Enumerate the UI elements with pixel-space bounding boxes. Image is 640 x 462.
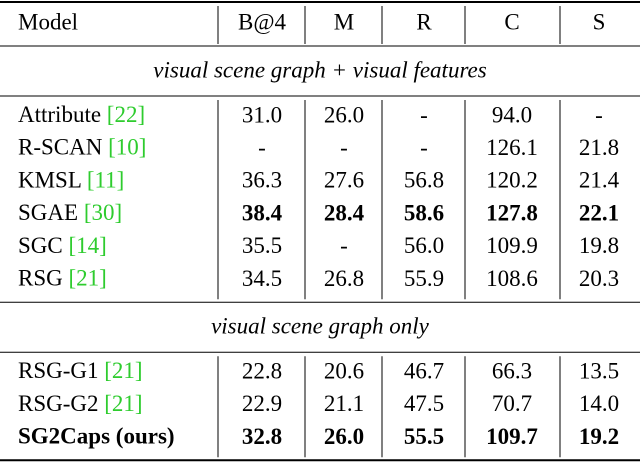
model-name: RSG-G2: [18, 391, 99, 416]
value-cell: 21.8: [579, 135, 619, 160]
value-cell: -: [340, 233, 348, 258]
value-cell: 21.1: [324, 391, 364, 416]
value-cell: 36.3: [242, 168, 282, 193]
model-cell: SGAE [30]: [18, 200, 122, 225]
citation: [11]: [87, 168, 124, 193]
value-cell: 31.0: [242, 102, 282, 127]
value-cell: 47.5: [404, 391, 444, 416]
model-name: RSG-G1: [18, 358, 99, 383]
value-cell: 126.1: [486, 135, 538, 160]
citation: [22]: [107, 102, 145, 127]
value-cell: 38.4: [242, 200, 283, 225]
header-cell: R: [416, 9, 432, 34]
header-cell: M: [334, 9, 354, 34]
value-cell: 21.4: [579, 168, 620, 193]
model-cell: R-SCAN [10]: [18, 135, 146, 160]
section-title: visual scene graph + visual features: [153, 57, 486, 82]
model-name: SG2Caps (ours): [18, 424, 175, 449]
section-title: visual scene graph only: [211, 313, 430, 338]
citation: [10]: [108, 135, 146, 160]
value-cell: 58.6: [404, 200, 444, 225]
value-cell: 26.8: [324, 266, 364, 291]
citation: [21]: [104, 391, 142, 416]
model-cell: SG2Caps (ours): [18, 424, 175, 449]
value-cell: 32.8: [242, 424, 282, 449]
citation: [21]: [69, 266, 107, 291]
value-cell: 20.3: [579, 266, 619, 291]
model-cell: RSG-G2 [21]: [18, 391, 143, 416]
header-cell: C: [504, 9, 519, 34]
value-cell: 127.8: [486, 200, 538, 225]
model-name: SGC: [18, 233, 63, 258]
value-cell: 109.9: [486, 233, 538, 258]
model-name: R-SCAN: [18, 135, 103, 160]
value-cell: 20.6: [324, 358, 364, 383]
value-cell: 19.8: [579, 233, 619, 258]
value-cell: -: [258, 135, 266, 160]
model-cell: Attribute [22]: [18, 102, 145, 127]
value-cell: 109.7: [486, 424, 538, 449]
model-cell: RSG-G1 [21]: [18, 358, 143, 383]
value-cell: 46.7: [404, 358, 444, 383]
value-cell: 70.7: [492, 391, 532, 416]
header-cell: B@4: [238, 9, 287, 34]
citation: [21]: [104, 358, 142, 383]
value-cell: 56.0: [404, 233, 444, 258]
model-cell: SGC [14]: [18, 233, 107, 258]
value-cell: 108.6: [486, 266, 538, 291]
model-name: SGAE: [18, 200, 78, 225]
value-cell: 26.0: [324, 102, 364, 127]
citation: [14]: [69, 233, 107, 258]
model-name: Attribute: [18, 102, 101, 127]
value-cell: -: [340, 135, 348, 160]
value-cell: 14.0: [579, 391, 619, 416]
model-name: RSG: [18, 266, 63, 291]
header-cell: Model: [18, 9, 78, 34]
value-cell: 35.5: [242, 233, 282, 258]
value-cell: 28.4: [324, 200, 365, 225]
value-cell: 22.8: [242, 358, 282, 383]
value-cell: 55.9: [404, 266, 444, 291]
value-cell: -: [420, 102, 428, 127]
value-cell: 13.5: [579, 358, 619, 383]
value-cell: 66.3: [492, 358, 532, 383]
value-cell: -: [595, 102, 603, 127]
value-cell: -: [420, 135, 428, 160]
value-cell: 26.0: [324, 424, 364, 449]
value-cell: 120.2: [486, 168, 538, 193]
model-name: KMSL: [18, 168, 81, 193]
value-cell: 27.6: [324, 168, 364, 193]
value-cell: 56.8: [404, 168, 444, 193]
value-cell: 55.5: [404, 424, 444, 449]
citation: [30]: [84, 200, 122, 225]
model-cell: RSG [21]: [18, 266, 107, 291]
value-cell: 94.0: [492, 102, 532, 127]
header-cell: S: [593, 9, 606, 34]
value-cell: 22.1: [579, 200, 619, 225]
model-cell: KMSL [11]: [18, 168, 124, 193]
value-cell: 22.9: [242, 391, 282, 416]
value-cell: 34.5: [242, 266, 282, 291]
value-cell: 19.2: [579, 424, 619, 449]
